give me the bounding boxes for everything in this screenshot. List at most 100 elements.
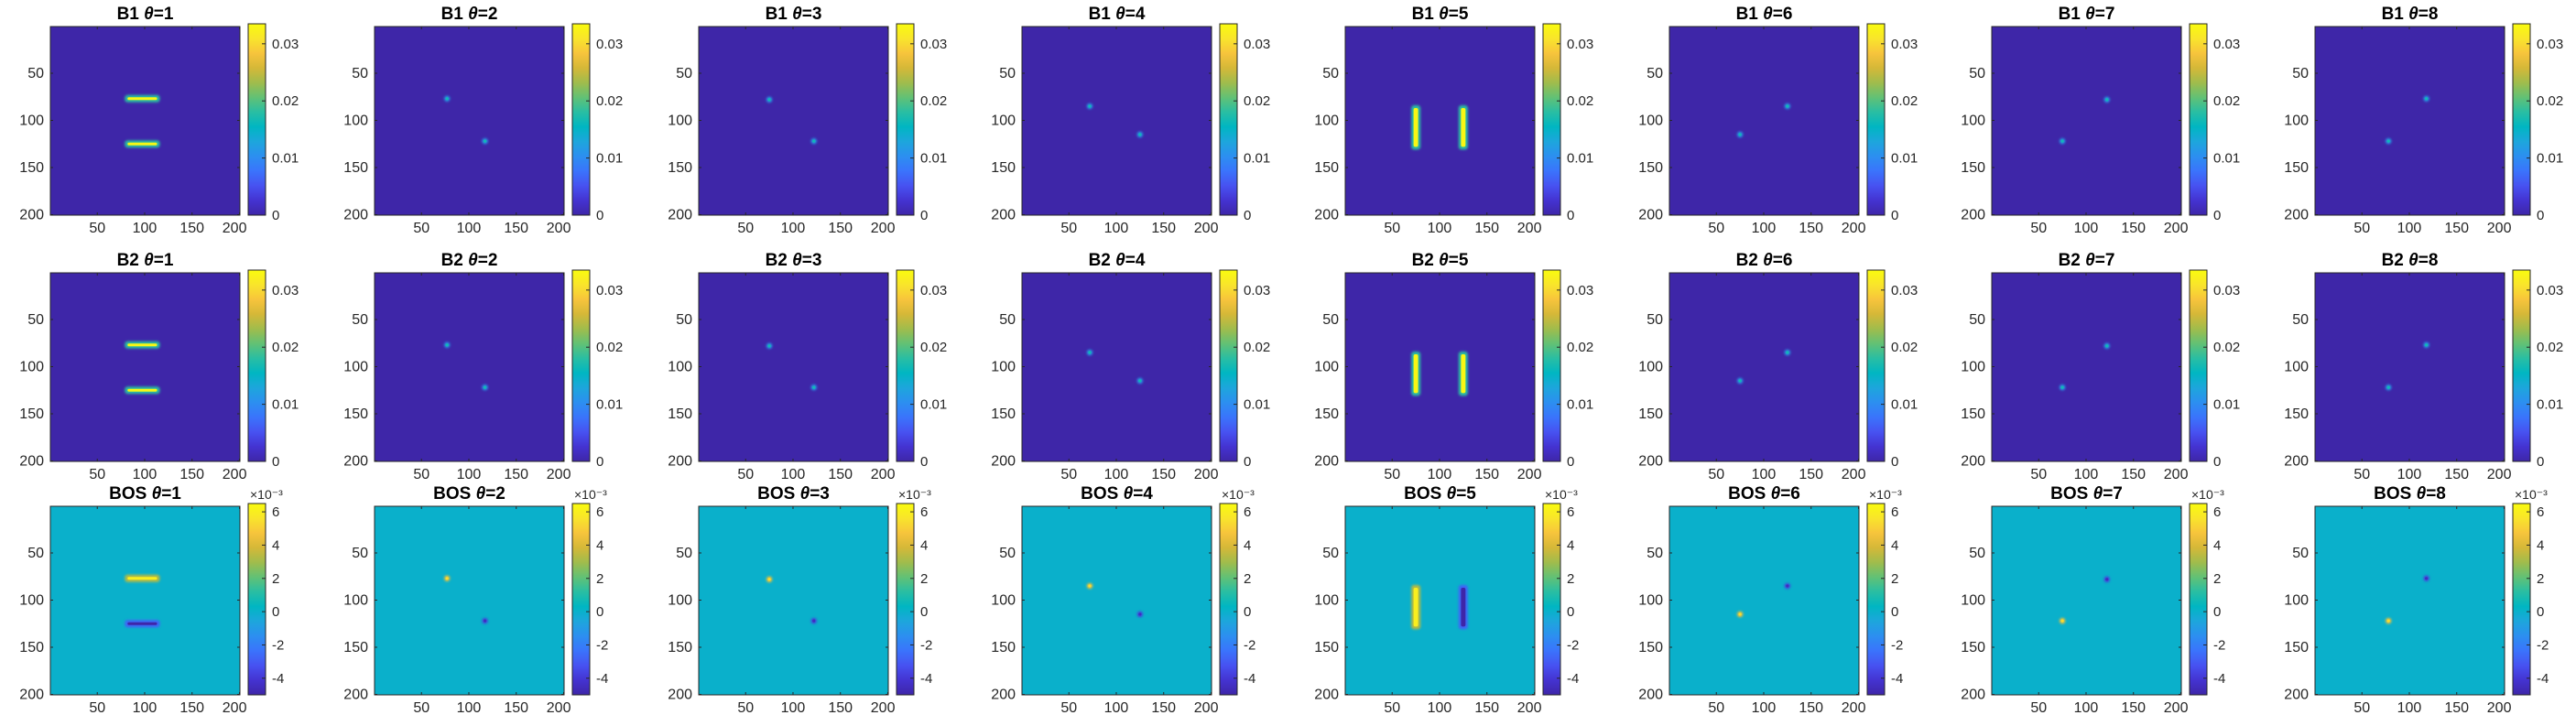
colorbar-tick-label: 0.03 — [2213, 283, 2240, 298]
panel-title: B1 θ=2 — [441, 5, 498, 24]
axes-box — [698, 505, 889, 696]
panel-b1-theta-6: B1 θ=6 50 100 150 200 50 100 150 200 0 0.01 0.02 0.0… — [1638, 5, 1918, 236]
axes-box — [2314, 272, 2505, 462]
colorbar-tick-label: -4 — [1244, 671, 1255, 687]
colorbar — [1543, 270, 1560, 461]
y-tick-label: 100 — [2284, 359, 2309, 374]
colorbar — [2513, 24, 2530, 215]
colorbar-tick-label: 0 — [2213, 604, 2221, 620]
x-tick-label: 100 — [1104, 467, 1129, 482]
x-tick-label: 50 — [1384, 700, 1400, 715]
y-tick-label: 150 — [1638, 406, 1663, 422]
x-tick-label: 150 — [1474, 467, 1499, 482]
colorbar — [1220, 270, 1237, 461]
y-tick-label: 50 — [676, 312, 692, 328]
x-tick-label: 200 — [2164, 221, 2189, 236]
colorbar-exponent: ×10⁻³ — [898, 487, 931, 502]
colorbar-tick-label: 0 — [272, 208, 279, 223]
colorbar-tick-label: -4 — [920, 671, 932, 687]
heatmap-image — [1022, 27, 1212, 215]
x-tick-label: 200 — [223, 221, 247, 236]
x-tick-label: 150 — [828, 467, 853, 482]
x-tick-label: 100 — [2074, 700, 2099, 715]
blob-vbar — [1461, 108, 1466, 147]
panel-title: B1 θ=3 — [766, 5, 822, 24]
x-tick-label: 100 — [457, 221, 482, 236]
x-tick-label: 50 — [1708, 467, 1724, 482]
colorbar — [1543, 504, 1560, 695]
x-tick-label: 50 — [89, 700, 105, 715]
x-tick-label: 100 — [1752, 700, 1777, 715]
x-tick-label: 50 — [737, 467, 754, 482]
blob-dot-core — [1786, 104, 1789, 108]
y-tick-label: 50 — [1322, 66, 1339, 81]
colorbar-tick-label: 0.01 — [1244, 397, 1270, 413]
colorbar-tick-label: 2 — [2537, 571, 2544, 587]
colorbar-tick-label: 0.03 — [596, 283, 623, 298]
colorbar-tick-label: 4 — [272, 537, 279, 553]
y-tick-label: 100 — [2284, 113, 2309, 128]
x-tick-label: 100 — [2397, 700, 2422, 715]
y-tick-label: 150 — [668, 640, 692, 655]
x-tick-label: 200 — [2487, 467, 2512, 482]
colorbar-tick-label: -2 — [1244, 637, 1255, 653]
y-tick-label: 200 — [19, 207, 44, 222]
colorbar-tick-label: -4 — [1891, 671, 1903, 687]
blob-hbar — [127, 142, 158, 146]
panel-bos-theta-6: BOS θ=6 50 100 150 200 50 100 150 200 -4 -2 0 2 4 6 ×10… — [1638, 484, 1903, 715]
colorbar-exponent: ×10⁻³ — [1869, 487, 1902, 502]
axes-box — [1668, 26, 1860, 216]
y-tick-label: 50 — [999, 312, 1016, 328]
y-tick-label: 50 — [2292, 546, 2309, 561]
colorbar-tick-label: 0.01 — [272, 151, 299, 167]
x-tick-label: 100 — [1104, 221, 1129, 236]
colorbar-tick-label: 0 — [1891, 604, 1898, 620]
x-tick-label: 200 — [223, 467, 247, 482]
y-tick-label: 200 — [1638, 453, 1663, 469]
blob-dot-core — [1088, 104, 1092, 108]
colorbar — [1867, 24, 1885, 215]
heatmap-image — [375, 506, 564, 695]
colorbar-frame — [1866, 23, 1886, 216]
y-tick-label: 150 — [2284, 406, 2309, 422]
panel-b1-theta-1: B1 θ=1 50 100 150 200 50 100 150 200 0 0.01 0.02 0.0… — [19, 5, 299, 236]
colorbar-tick-label: 0 — [920, 454, 928, 470]
colorbar-tick-label: 0 — [1244, 208, 1251, 223]
x-tick-label: 200 — [871, 467, 896, 482]
panel-bos-theta-8: BOS θ=8 50 100 150 200 50 100 150 200 -4 -2 0 2 4 6 ×10… — [2284, 484, 2549, 715]
colorbar-exponent: ×10⁻³ — [574, 487, 607, 502]
colorbar-frame — [247, 269, 266, 462]
colorbar-frame — [2512, 269, 2531, 462]
x-tick-label: 50 — [2353, 700, 2370, 715]
blob-dot-core — [767, 98, 771, 102]
blob-dot-core — [1786, 351, 1789, 354]
colorbar-tick-label: -2 — [2213, 637, 2225, 653]
y-tick-label: 50 — [999, 66, 1016, 81]
panel-b2-theta-6: B2 θ=6 50 100 150 200 50 100 150 200 0 0.01 0.02 0.0… — [1638, 251, 1918, 482]
y-tick-label: 200 — [19, 687, 44, 702]
heatmap-image — [1992, 273, 2181, 461]
panel-title: BOS θ=5 — [1404, 484, 1476, 504]
x-tick-label: 50 — [1708, 700, 1724, 715]
colorbar-tick-label: 0.01 — [1567, 151, 1593, 167]
blob-dot-core — [2425, 577, 2429, 580]
colorbar-frame — [1542, 269, 1561, 462]
blob-dot-core — [2060, 139, 2064, 143]
heatmap-image — [50, 506, 240, 695]
heatmap-image — [1345, 273, 1535, 461]
panel-b2-theta-1: B2 θ=1 50 100 150 200 50 100 150 200 0 0.01 0.02 0.0… — [19, 251, 299, 482]
panel-title: B1 θ=7 — [2059, 5, 2115, 24]
colorbar-tick-label: -2 — [1891, 637, 1903, 653]
x-tick-label: 200 — [1842, 700, 1866, 715]
colorbar-frame — [2189, 503, 2208, 696]
colorbar-frame — [2189, 269, 2208, 462]
y-tick-label: 150 — [19, 640, 44, 655]
x-tick-label: 100 — [457, 700, 482, 715]
y-tick-label: 100 — [1638, 592, 1663, 608]
colorbar-tick-label: 0.01 — [1891, 397, 1918, 413]
x-tick-label: 150 — [504, 467, 528, 482]
x-tick-label: 100 — [133, 700, 158, 715]
blob-vbar — [1461, 354, 1466, 394]
axes-box — [2314, 26, 2505, 216]
blob-vbar — [1413, 588, 1418, 627]
